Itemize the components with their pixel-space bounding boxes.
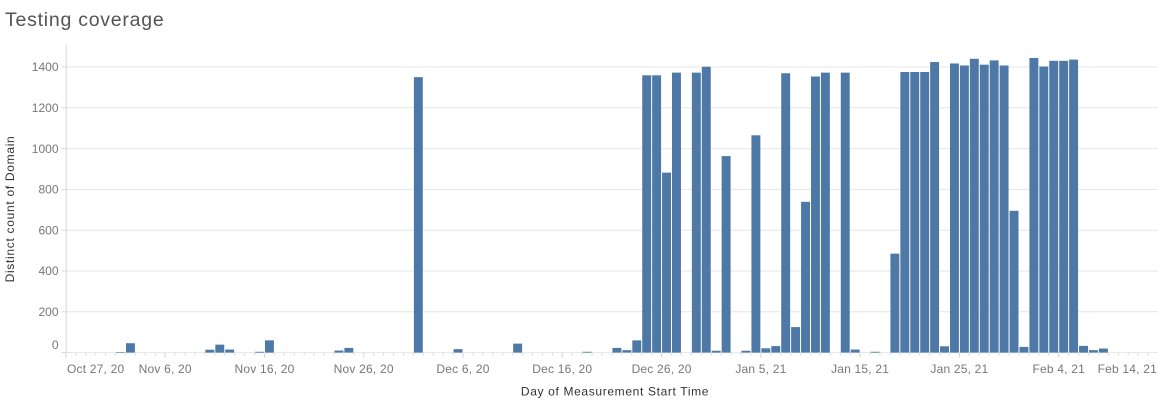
svg-text:Feb 14, 21: Feb 14, 21 xyxy=(1098,362,1158,376)
svg-text:Dec 26, 20: Dec 26, 20 xyxy=(632,362,692,376)
svg-text:Distinct count of Domain: Distinct count of Domain xyxy=(3,136,17,283)
svg-text:Nov 26, 20: Nov 26, 20 xyxy=(334,362,394,376)
svg-text:200: 200 xyxy=(38,305,58,319)
svg-text:Dec 6, 20: Dec 6, 20 xyxy=(436,362,489,376)
svg-text:Feb 4, 21: Feb 4, 21 xyxy=(1032,362,1085,376)
svg-text:Oct 27, 20: Oct 27, 20 xyxy=(67,362,124,376)
svg-text:Jan 15, 21: Jan 15, 21 xyxy=(831,362,889,376)
svg-text:Jan 5, 21: Jan 5, 21 xyxy=(735,362,786,376)
svg-text:0: 0 xyxy=(52,338,59,352)
svg-text:1200: 1200 xyxy=(32,101,59,115)
svg-text:Testing coverage: Testing coverage xyxy=(5,9,164,31)
svg-text:Jan 25, 21: Jan 25, 21 xyxy=(930,362,988,376)
svg-text:600: 600 xyxy=(38,223,58,237)
svg-text:Dec 16, 20: Dec 16, 20 xyxy=(532,362,592,376)
svg-text:1400: 1400 xyxy=(32,60,59,74)
svg-text:800: 800 xyxy=(38,183,58,197)
svg-text:Nov 6, 20: Nov 6, 20 xyxy=(139,362,192,376)
svg-text:400: 400 xyxy=(38,264,58,278)
svg-text:Nov 16, 20: Nov 16, 20 xyxy=(234,362,294,376)
svg-text:1000: 1000 xyxy=(32,142,59,156)
svg-text:Day of Measurement Start Time: Day of Measurement Start Time xyxy=(521,385,709,399)
